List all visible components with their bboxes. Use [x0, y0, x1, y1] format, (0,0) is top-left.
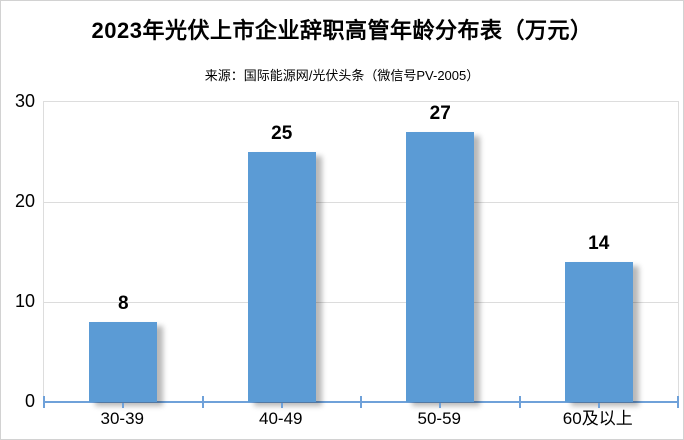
gridline	[44, 202, 678, 203]
y-axis-label: 20	[14, 191, 35, 211]
axis-tick	[43, 396, 45, 408]
bar	[247, 152, 316, 402]
axis-tick	[597, 403, 600, 408]
bar	[564, 262, 633, 402]
axis-tick	[122, 403, 125, 408]
x-axis-label: 50-59	[417, 409, 461, 428]
x-axis-label: 30-39	[100, 409, 144, 428]
axis-tick	[439, 403, 442, 408]
bar	[406, 132, 475, 402]
x-axis-label: 60及以上	[562, 409, 633, 428]
bar-value-label: 14	[588, 233, 610, 254]
y-axis-label: 10	[14, 291, 35, 311]
axis-tick	[677, 396, 679, 408]
bar-value-label: 25	[271, 123, 293, 144]
axis-tick	[518, 396, 521, 408]
axis-tick	[360, 396, 362, 408]
bar-value-label: 8	[117, 293, 129, 314]
plot-area: 8 25 27 14	[43, 101, 679, 408]
gridline	[44, 302, 678, 303]
bar	[89, 322, 158, 402]
axis-tick	[280, 403, 283, 408]
y-axis-label: 30	[14, 91, 35, 111]
x-axis-label: 40-49	[259, 409, 303, 428]
y-axis-label: 0	[24, 391, 35, 411]
chart-title: 2023年光伏上市企业辞职高管年龄分布表（万元）	[91, 18, 593, 43]
axis-tick	[201, 396, 204, 408]
chart-subtitle: 来源：国际能源网/光伏头条（微信号PV-2005）	[204, 68, 480, 83]
bar-value-label: 27	[429, 103, 451, 124]
